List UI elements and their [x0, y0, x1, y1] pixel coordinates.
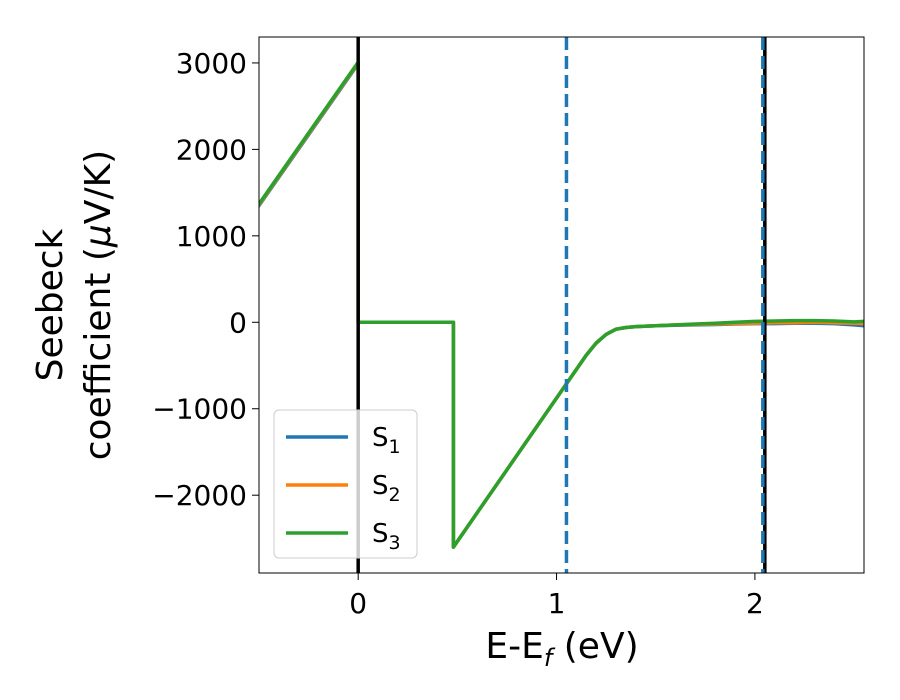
y-axis-label: Seebeck coefficient (μV/K): [30, 150, 119, 460]
y-tick-label: −2000: [152, 479, 247, 512]
legend-label-S3: S3: [372, 519, 401, 554]
x-ticks: 0 1 2: [349, 573, 764, 620]
y-tick-label: 1000: [176, 220, 247, 253]
y-tick-label: 2000: [176, 133, 247, 166]
x-tick-label: 0: [349, 587, 367, 620]
x-axis-label: E-Ef (eV): [485, 626, 638, 672]
legend: S1 S2 S3: [273, 409, 418, 559]
x-tick-label: 1: [548, 587, 566, 620]
vline-layer: [356, 37, 767, 573]
y-tick-label: 3000: [176, 47, 247, 80]
y-tick-label: −1000: [152, 393, 247, 426]
y-axis-label-line1: Seebeck: [30, 228, 71, 381]
series-layer: [259, 60, 864, 549]
y-tick-label: 0: [229, 306, 247, 339]
y-ticks: −2000 −1000 0 1000 2000 3000: [152, 47, 259, 512]
y-axis-label-line2: coefficient (μV/K): [78, 150, 119, 460]
series-line-S3: [259, 60, 864, 549]
legend-label-S2: S2: [372, 471, 401, 506]
legend-label-S1: S1: [372, 423, 401, 458]
x-tick-label: 2: [746, 587, 764, 620]
plot-frame: [258, 36, 865, 574]
